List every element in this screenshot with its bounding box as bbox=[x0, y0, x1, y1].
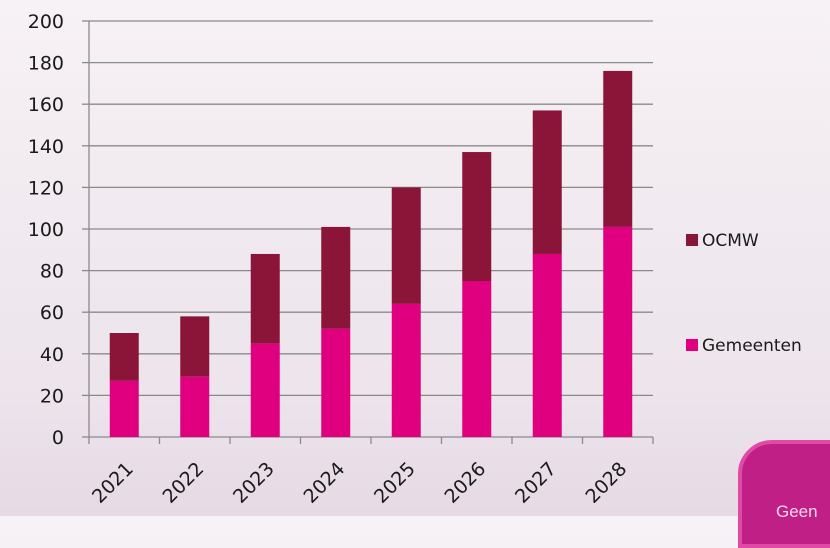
bar-gemeenten-2023 bbox=[250, 343, 280, 437]
x-tick-label: 2021 bbox=[88, 458, 138, 508]
legend-swatch-gemeenten bbox=[686, 339, 698, 351]
y-tick-label: 120 bbox=[28, 177, 64, 199]
x-tick-label: 2024 bbox=[300, 458, 350, 508]
bar-gemeenten-2024 bbox=[321, 328, 351, 437]
y-tick-label: 200 bbox=[28, 11, 64, 33]
y-tick-label: 40 bbox=[40, 344, 64, 366]
chart: 0 20 40 60 80 100 120 140 160 180 200 2021 2022 2023… bbox=[28, 11, 802, 508]
y-tick-label: 100 bbox=[28, 219, 64, 241]
bar-ocmw-2028 bbox=[603, 70, 633, 227]
bars bbox=[109, 70, 633, 437]
y-tick-label: 140 bbox=[28, 136, 64, 158]
bar-ocmw-2025 bbox=[391, 187, 421, 304]
bar-gemeenten-2021 bbox=[109, 380, 139, 437]
y-tick-label: 20 bbox=[40, 385, 64, 407]
y-tick-label: 60 bbox=[40, 302, 64, 324]
legend-label-gemeenten: Gemeenten bbox=[702, 336, 802, 356]
y-tick-label: 0 bbox=[52, 427, 64, 449]
x-tick-label: 2028 bbox=[582, 458, 632, 508]
bar-gemeenten-2027 bbox=[532, 253, 562, 437]
corner-badge: Geen bbox=[738, 440, 830, 548]
legend-swatch-ocmw bbox=[686, 234, 698, 246]
bar-ocmw-2022 bbox=[180, 316, 210, 377]
x-tick-label: 2026 bbox=[441, 458, 491, 508]
y-tick-label: 160 bbox=[28, 94, 64, 116]
gridlines bbox=[82, 20, 654, 444]
x-tick-label: 2022 bbox=[159, 458, 209, 508]
bar-gemeenten-2028 bbox=[603, 226, 633, 437]
y-tick-label: 80 bbox=[40, 261, 64, 283]
x-tick-label: 2023 bbox=[229, 458, 279, 508]
x-tick-label: 2025 bbox=[370, 458, 420, 508]
bar-gemeenten-2022 bbox=[180, 376, 210, 437]
bar-ocmw-2021 bbox=[109, 333, 139, 381]
legend-label-ocmw: OCMW bbox=[702, 231, 759, 251]
bar-ocmw-2023 bbox=[250, 253, 280, 344]
x-tick-label: 2027 bbox=[511, 458, 561, 508]
y-axis-ticks: 0 20 40 60 80 100 120 140 160 180 200 bbox=[28, 11, 64, 449]
corner-badge-label: Geen bbox=[776, 502, 818, 521]
legend: OCMW Gemeenten bbox=[686, 231, 802, 356]
bar-ocmw-2027 bbox=[532, 110, 562, 254]
bar-gemeenten-2025 bbox=[391, 303, 421, 437]
bar-ocmw-2024 bbox=[321, 226, 351, 329]
y-tick-label: 180 bbox=[28, 53, 64, 75]
x-axis-ticks: 2021 2022 2023 2024 2025 2026 2027 2028 bbox=[88, 458, 631, 508]
bar-gemeenten-2026 bbox=[462, 281, 492, 437]
bar-ocmw-2026 bbox=[462, 152, 492, 281]
